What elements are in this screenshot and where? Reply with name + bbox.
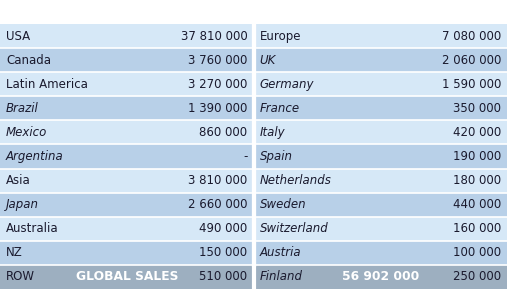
Text: NZ: NZ xyxy=(6,246,23,259)
Text: Mexico: Mexico xyxy=(6,126,47,139)
Bar xyxy=(0,193,252,217)
Bar xyxy=(255,72,507,96)
Bar xyxy=(0,217,252,241)
Text: USA: USA xyxy=(6,29,30,42)
Text: 3 270 000: 3 270 000 xyxy=(188,78,247,91)
Text: 3 760 000: 3 760 000 xyxy=(188,54,247,67)
Bar xyxy=(0,48,252,72)
Text: -: - xyxy=(243,150,247,163)
Text: 190 000: 190 000 xyxy=(453,150,501,163)
Text: 420 000: 420 000 xyxy=(453,126,501,139)
Text: UK: UK xyxy=(260,54,276,67)
Bar xyxy=(255,241,507,265)
Text: Sweden: Sweden xyxy=(260,198,306,211)
Bar xyxy=(0,96,252,120)
Text: 510 000: 510 000 xyxy=(199,271,247,284)
Text: Finland: Finland xyxy=(260,271,303,284)
Text: Brazil: Brazil xyxy=(6,102,39,115)
Text: 100 000: 100 000 xyxy=(453,246,501,259)
Text: Japan: Japan xyxy=(6,198,39,211)
Text: Italy: Italy xyxy=(260,126,285,139)
Text: GLOBAL SALES: GLOBAL SALES xyxy=(76,271,178,284)
Bar xyxy=(255,193,507,217)
Text: 1 590 000: 1 590 000 xyxy=(442,78,501,91)
Bar xyxy=(0,24,252,48)
Text: Australia: Australia xyxy=(6,222,59,235)
Bar xyxy=(255,144,507,168)
Bar xyxy=(0,241,252,265)
Text: Argentina: Argentina xyxy=(6,150,64,163)
Text: 180 000: 180 000 xyxy=(453,174,501,187)
Bar xyxy=(0,265,254,289)
Bar xyxy=(255,168,507,193)
Text: 7 080 000: 7 080 000 xyxy=(442,29,501,42)
Text: 1 390 000: 1 390 000 xyxy=(188,102,247,115)
Text: 150 000: 150 000 xyxy=(199,246,247,259)
Text: 350 000: 350 000 xyxy=(453,102,501,115)
Text: 2 660 000: 2 660 000 xyxy=(188,198,247,211)
Text: 37 810 000: 37 810 000 xyxy=(181,29,247,42)
Text: Asia: Asia xyxy=(6,174,31,187)
Text: 440 000: 440 000 xyxy=(453,198,501,211)
Bar xyxy=(255,24,507,48)
Text: ROW: ROW xyxy=(6,271,35,284)
Text: Spain: Spain xyxy=(260,150,293,163)
Text: 3 810 000: 3 810 000 xyxy=(188,174,247,187)
Text: 250 000: 250 000 xyxy=(453,271,501,284)
Bar xyxy=(255,48,507,72)
Text: 56 902 000: 56 902 000 xyxy=(342,271,419,284)
Bar xyxy=(255,120,507,144)
Bar xyxy=(0,72,252,96)
Bar xyxy=(0,120,252,144)
Text: 2 060 000: 2 060 000 xyxy=(442,54,501,67)
Text: Europe: Europe xyxy=(260,29,301,42)
Bar xyxy=(0,144,252,168)
Text: Switzerland: Switzerland xyxy=(260,222,328,235)
Text: Netherlands: Netherlands xyxy=(260,174,332,187)
Text: Canada: Canada xyxy=(6,54,51,67)
Text: Germany: Germany xyxy=(260,78,314,91)
Bar xyxy=(0,265,252,289)
Text: 490 000: 490 000 xyxy=(199,222,247,235)
Text: 160 000: 160 000 xyxy=(453,222,501,235)
Bar xyxy=(254,265,507,289)
Text: Austria: Austria xyxy=(260,246,301,259)
Bar xyxy=(255,265,507,289)
Text: 860 000: 860 000 xyxy=(199,126,247,139)
Text: France: France xyxy=(260,102,300,115)
Bar xyxy=(255,217,507,241)
Text: Latin America: Latin America xyxy=(6,78,88,91)
Bar xyxy=(0,168,252,193)
Bar xyxy=(255,96,507,120)
